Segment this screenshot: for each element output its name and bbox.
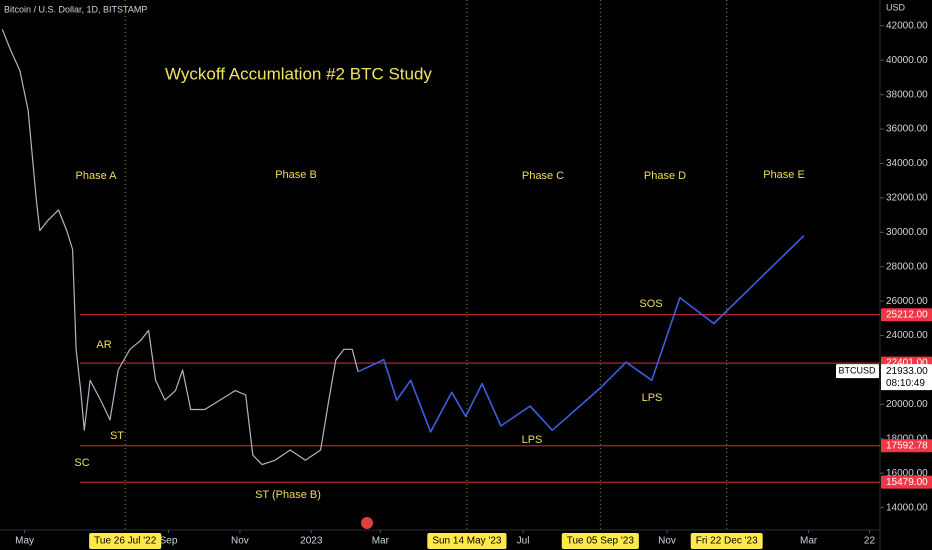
date-marker-label: Fri 22 Dec '23	[696, 536, 758, 547]
date-marker-label: Tue 26 Jul '22	[94, 536, 157, 547]
y-tick-label: 24000.00	[886, 330, 928, 341]
chart-header: Bitcoin / U.S. Dollar, 1D, BITSTAMP	[4, 4, 147, 14]
y-tick-label: 36000.00	[886, 124, 928, 135]
date-marker-box	[561, 533, 639, 549]
annotation: Phase D	[644, 170, 686, 182]
x-tick-label: Mar	[800, 536, 818, 547]
y-tick-label: 40000.00	[886, 55, 928, 66]
x-tick-label: Sep	[160, 536, 178, 547]
last-price-box	[881, 364, 932, 391]
y-unit: USD	[886, 2, 906, 12]
annotation: SC	[74, 457, 89, 469]
level-label: 17592.78	[886, 440, 928, 451]
annotation: SOS	[639, 298, 662, 310]
y-tick-label: 28000.00	[886, 261, 928, 272]
level-label-box	[881, 439, 932, 453]
event-icon[interactable]	[361, 517, 373, 529]
y-tick-label: 42000.00	[886, 20, 928, 31]
date-marker-box	[89, 533, 162, 549]
annotation: LPS	[522, 434, 543, 446]
y-tick-label: 34000.00	[886, 158, 928, 169]
y-tick-label: 30000.00	[886, 227, 928, 238]
x-tick-label: 22	[864, 536, 876, 547]
y-tick-label: 16000.00	[886, 468, 928, 479]
countdown-label: 08:10:49	[886, 378, 925, 389]
annotation: ST	[110, 430, 124, 442]
level-label-box	[881, 308, 932, 322]
price-line	[1, 29, 359, 466]
y-tick-label: 38000.00	[886, 89, 928, 100]
annotation: Phase B	[275, 169, 317, 181]
level-label-box	[881, 475, 932, 489]
projection-line	[357, 235, 805, 433]
y-tick-label: 32000.00	[886, 193, 928, 204]
x-tick-label: May	[15, 536, 34, 547]
chart-title: Wyckoff Accumlation #2 BTC Study	[165, 64, 432, 83]
y-tick-label: 20000.00	[886, 399, 928, 410]
x-tick-label: Mar	[372, 536, 390, 547]
date-marker-box	[690, 533, 763, 549]
y-tick-label: 26000.00	[886, 296, 928, 307]
y-tick-label: 14000.00	[886, 502, 928, 513]
level-label: 15479.00	[886, 477, 928, 488]
date-marker-label: Sun 14 May '23	[432, 536, 502, 547]
annotation: LPS	[642, 392, 663, 404]
y-tick-label: 18000.00	[886, 433, 928, 444]
x-tick-label: Jul	[517, 536, 530, 547]
symbol-label: BTCUSD	[838, 365, 876, 375]
date-marker-box	[427, 533, 507, 549]
last-price-label: 21933.00	[886, 366, 928, 377]
x-tick-label: Nov	[231, 536, 249, 547]
annotation: Phase E	[763, 169, 805, 181]
x-tick-label: 2023	[300, 536, 323, 547]
annotation: Phase C	[522, 170, 564, 182]
annotation: Phase A	[76, 170, 118, 182]
annotation: ST (Phase B)	[255, 489, 321, 501]
annotation: AR	[96, 339, 111, 351]
x-tick-label: Nov	[658, 536, 676, 547]
symbol-box	[836, 364, 879, 379]
level-label: 22401.00	[886, 358, 928, 369]
level-label: 25212.00	[886, 309, 928, 320]
date-marker-label: Tue 05 Sep '23	[567, 536, 635, 547]
